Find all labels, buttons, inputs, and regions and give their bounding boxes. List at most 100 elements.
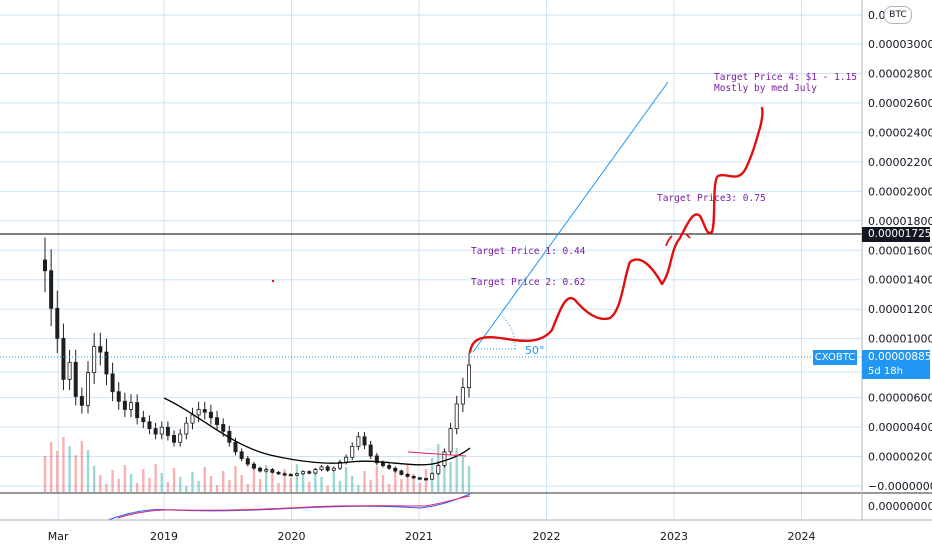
volume-bar (338, 481, 342, 492)
volume-bar (344, 467, 348, 492)
x-tick-label: 2021 (405, 530, 433, 543)
volume-bar (209, 476, 213, 492)
candle-body (215, 417, 220, 425)
candle-body (282, 473, 287, 476)
candle-body (405, 473, 410, 477)
candle-body (147, 421, 152, 429)
y-tick-label: 0.00002600 (868, 97, 932, 110)
candle-body (104, 351, 109, 375)
volume-bar (129, 474, 133, 492)
volume-bar (111, 470, 114, 492)
x-tick-label: 2024 (788, 530, 816, 543)
y-tick-label: 0.00000400 (868, 421, 932, 434)
candle-body (307, 471, 312, 474)
volume-bar (289, 478, 292, 492)
projection-trendline (472, 81, 669, 353)
candle-body (294, 473, 299, 476)
candle-body (135, 402, 140, 419)
volume-bar (228, 480, 231, 492)
volume-bar (160, 473, 163, 492)
indicator-line-blue (107, 493, 471, 521)
volume-bar (412, 474, 415, 492)
y-tick-label: −0.00000000 (868, 480, 932, 493)
volume-bar (222, 471, 225, 492)
volume-bar (418, 483, 422, 492)
volume-bar (178, 477, 182, 492)
candle-body (141, 417, 146, 423)
volume-bar (74, 455, 77, 492)
candle-body (288, 473, 293, 477)
volume-bar (252, 470, 256, 492)
candle-body (325, 466, 330, 471)
volume-bar (62, 437, 65, 492)
volume-bar (215, 485, 219, 492)
candle-body (61, 337, 66, 380)
y-tick-label: 0.00001600 (868, 244, 932, 257)
projected-price-path (468, 106, 764, 354)
candle-body (368, 444, 373, 457)
candle-body (116, 391, 121, 402)
grid (0, 0, 862, 520)
volume-bar (56, 451, 59, 492)
candle-body (460, 387, 465, 405)
volume-bar (105, 484, 108, 492)
candle-body (350, 445, 355, 458)
candle-body (454, 403, 459, 430)
candle-body (92, 346, 97, 373)
candle-body (196, 409, 201, 416)
currency-badge[interactable]: BTC (884, 6, 912, 24)
y-tick-label: 0.00000200 (868, 451, 932, 464)
indicator-line-red (117, 495, 471, 519)
volume-bar (142, 469, 145, 492)
stray-marker (271, 279, 275, 283)
candle-body (221, 424, 226, 432)
candle-body (67, 361, 72, 380)
volume-bar (99, 475, 102, 492)
candle-body (430, 473, 435, 480)
candle-body (73, 361, 78, 397)
volume-bar (301, 473, 305, 492)
candle-body (86, 372, 91, 406)
volume-bar (92, 466, 96, 492)
x-tick-label: 2020 (278, 530, 306, 543)
candle-body (129, 402, 134, 410)
candle-body (399, 470, 404, 475)
volume-bar (461, 457, 465, 492)
candle-body (251, 463, 256, 469)
volume-bar (234, 466, 237, 492)
candle-body (153, 428, 158, 435)
candle-body (178, 433, 183, 443)
y-tick-label: 0.00000600 (868, 392, 932, 405)
candle-body (258, 467, 263, 472)
volume-bar (123, 465, 127, 492)
candle-body (344, 456, 349, 463)
candle-body (110, 373, 115, 393)
volume-bar (265, 465, 268, 492)
moving-average (163, 397, 471, 466)
y-tick-label: 0.00002800 (868, 67, 932, 80)
y-tick-label: 0.00001400 (868, 274, 932, 287)
candle-body (122, 400, 127, 410)
candles (43, 237, 471, 481)
countdown-label: 5d 18h (862, 365, 930, 379)
candle-body (208, 411, 213, 419)
volume-bar (43, 456, 47, 492)
volume-bar (394, 470, 397, 492)
volume-bar (357, 485, 360, 492)
volume-bar (351, 476, 354, 492)
volume-bar (148, 478, 151, 492)
volume-bar (135, 483, 139, 492)
volume-bar (240, 475, 243, 492)
volume-bar (455, 448, 458, 492)
volume-bar (406, 465, 409, 492)
candle-body (313, 469, 318, 474)
y-tick-label: 0.00001800 (868, 215, 932, 228)
volume-bar (154, 464, 157, 492)
volume-bar (314, 468, 317, 492)
overlays (0, 81, 862, 521)
y-tick-label: 0.00002000 (868, 185, 932, 198)
volume-bar (117, 479, 120, 492)
